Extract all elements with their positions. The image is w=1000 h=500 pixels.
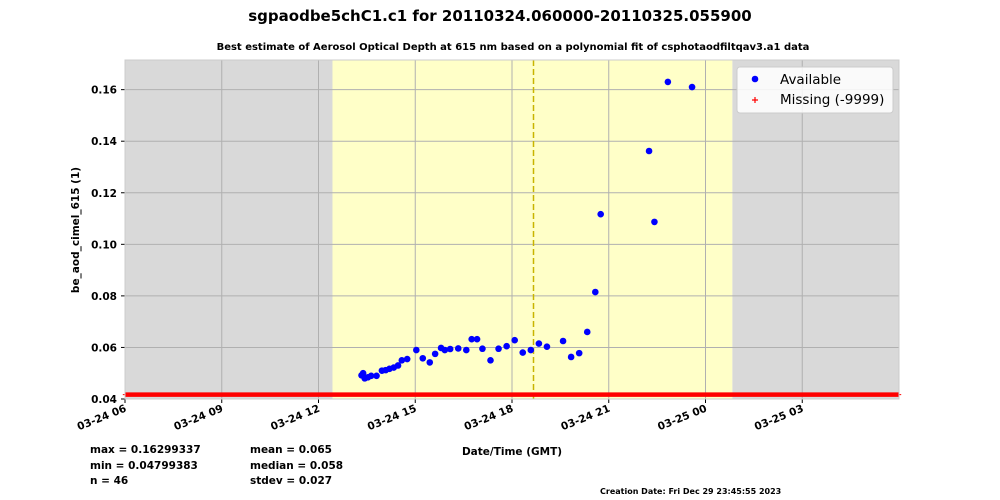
data-point (431, 350, 439, 358)
data-point (645, 147, 653, 155)
background-region (332, 60, 733, 399)
x-tick-label: 03-24 15 (366, 403, 419, 434)
data-point (473, 335, 481, 343)
data-point (454, 345, 462, 352)
data-point (592, 288, 599, 296)
legend-marker-missing (752, 97, 758, 103)
stat-stdev: stdev = 0.027 (250, 475, 333, 487)
creation-date: Creation Date: Fri Dec 29 23:45:55 2023 (600, 487, 782, 496)
legend-label-missing: Missing (-9999) (780, 92, 884, 108)
data-point (373, 372, 380, 380)
data-point (535, 340, 543, 347)
data-point (583, 328, 591, 336)
data-point (398, 357, 406, 364)
x-tick-label: 03-24 06 (76, 403, 129, 434)
x-tick-label: 03-24 21 (559, 403, 612, 434)
data-point (487, 357, 494, 364)
legend-label-available: Available (780, 72, 841, 88)
available-series (358, 78, 696, 382)
chart-subtitle: Best estimate of Aerosol Optical Depth a… (216, 42, 810, 53)
stats-left: max = 0.16299337 min = 0.04799383 n = 46 (90, 443, 201, 490)
x-tick-label: 03-24 09 (172, 403, 225, 434)
data-point (519, 349, 527, 356)
data-point (413, 346, 420, 354)
data-point (597, 210, 604, 218)
data-point (559, 337, 567, 345)
data-point (567, 353, 575, 361)
plot-frame (124, 59, 900, 400)
missing-series (122, 392, 902, 397)
legend-box (736, 66, 894, 114)
data-point (446, 345, 454, 353)
x-tick-label: 03-25 03 (753, 403, 806, 434)
background-regions (125, 60, 899, 399)
data-point (503, 342, 510, 350)
data-point (664, 78, 672, 86)
data-point (543, 343, 551, 350)
legend-marker-available (751, 75, 759, 83)
y-tick-label: 0.04 (91, 394, 117, 406)
data-point (403, 355, 411, 363)
x-tick-label: 03-24 18 (463, 403, 516, 434)
y-tick-label: 0.14 (91, 136, 117, 148)
stats-middle: mean = 0.065 median = 0.058 stdev = 0.02… (250, 443, 343, 490)
y-tick-label: 0.06 (91, 342, 117, 354)
y-axis-label: be_aod_cimel_615 (1) (70, 167, 82, 293)
data-point (359, 369, 367, 377)
y-tick-label: 0.12 (91, 188, 117, 200)
data-point (651, 218, 658, 226)
data-point (419, 354, 427, 362)
y-tick-label: 0.10 (91, 239, 117, 251)
data-point (479, 345, 486, 353)
data-point (575, 349, 583, 357)
data-point (426, 359, 434, 366)
data-point (367, 372, 375, 380)
stat-min: min = 0.04799383 (90, 459, 198, 472)
background-region (732, 60, 899, 399)
stat-median: median = 0.058 (250, 459, 344, 472)
x-axis-label: Date/Time (GMT) (462, 446, 562, 458)
missing-markers (122, 392, 902, 397)
x-tick-label: 03-25 00 (656, 403, 709, 434)
x-tick-label: 03-24 12 (269, 403, 322, 434)
chart-title: sgpaodbe5chC1.c1 for 20110324.060000-201… (248, 7, 752, 25)
data-point (468, 335, 475, 343)
data-point (688, 83, 696, 91)
stat-n: n = 46 (90, 475, 129, 487)
legend: Available Missing (-9999) (736, 66, 894, 114)
background-region (125, 60, 333, 399)
stat-max: max = 0.16299337 (90, 444, 201, 456)
data-point (527, 346, 535, 354)
data-point (511, 336, 518, 344)
y-tick-label: 0.16 (91, 85, 117, 97)
y-tick-label: 0.08 (91, 291, 117, 303)
data-point (495, 345, 502, 353)
stat-mean: mean = 0.065 (250, 444, 332, 456)
data-point (394, 362, 402, 369)
data-point (463, 346, 470, 354)
legend-plus-icon (752, 97, 758, 103)
data-point (441, 346, 449, 354)
